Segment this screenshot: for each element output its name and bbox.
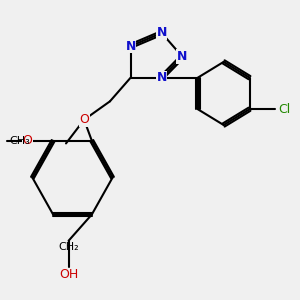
Text: Cl: Cl [278,103,290,116]
Text: N: N [156,71,167,84]
Text: O: O [22,134,32,147]
Text: N: N [125,40,136,52]
Text: N: N [156,26,167,40]
Text: CH₃: CH₃ [9,136,30,146]
Text: CH₂: CH₂ [58,242,79,252]
Text: O: O [79,113,89,126]
Text: N: N [177,50,188,63]
Text: OH: OH [59,268,78,281]
